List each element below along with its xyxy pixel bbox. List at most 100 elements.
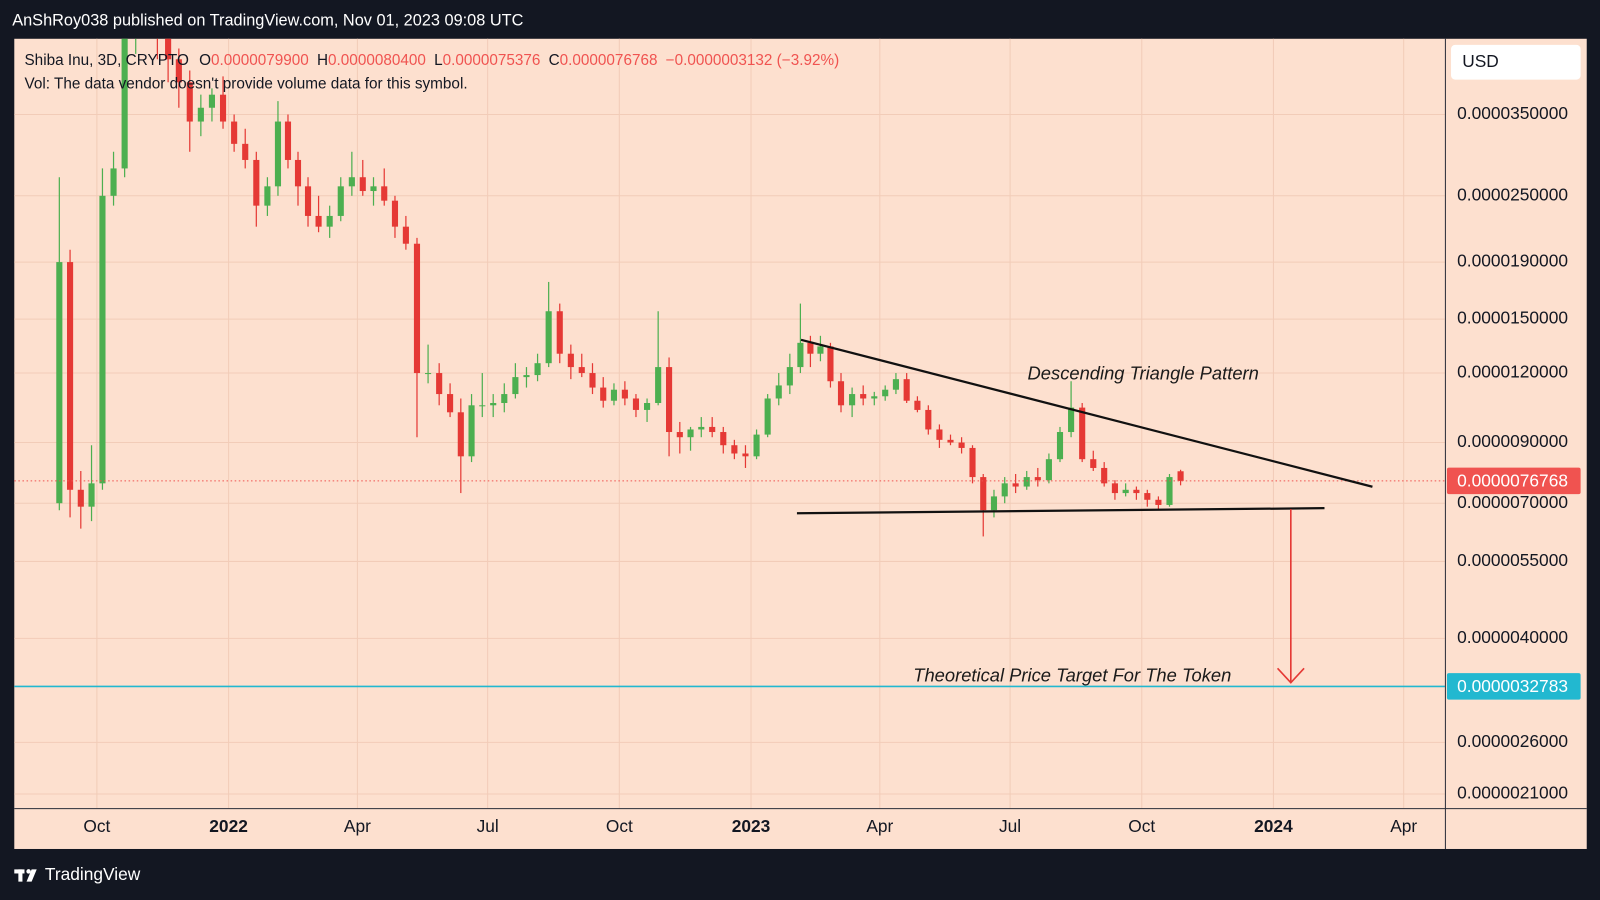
x-tick-label: 2022 <box>209 816 248 836</box>
ohlc-name: C <box>549 52 560 69</box>
candle-body <box>837 381 845 406</box>
candle-body <box>315 215 322 227</box>
axes: 0.0000350000 0.0000250000 0.0000190000 0.00… <box>83 103 1581 836</box>
y-tick-label: 0.0000250000 <box>1457 184 1568 204</box>
candle-body <box>219 94 227 122</box>
candle-body <box>753 434 760 457</box>
candle-body <box>1023 477 1030 487</box>
candle-body <box>903 379 910 401</box>
candle-body <box>381 186 388 201</box>
x-tick-label: Jul <box>477 816 499 836</box>
candle-body <box>578 367 585 374</box>
candle-body <box>687 429 694 438</box>
candle-body <box>1111 483 1118 494</box>
candle-body <box>391 200 399 227</box>
symbol: Shiba Inu, 3D, CRYPTO <box>24 52 188 69</box>
grid <box>14 38 1445 809</box>
candle-body <box>304 186 312 216</box>
ohlc-change: −0.0000003132 (−3.92%) <box>666 52 840 69</box>
candle-body <box>294 159 302 187</box>
currency[interactable]: USD <box>1462 51 1499 71</box>
candle-body <box>490 403 497 406</box>
y-tick-label: 0.0000021000 <box>1457 783 1568 803</box>
candle-body <box>1034 477 1041 481</box>
last-price-badge <box>1446 467 1581 495</box>
ohlc-value: 0.0000079900 <box>211 52 309 69</box>
candle-body <box>980 477 987 511</box>
candle-body <box>860 394 867 399</box>
candle-body <box>775 385 782 399</box>
x-tick-label: Jul <box>999 816 1021 836</box>
candle-body <box>1144 493 1151 500</box>
y-tick-label: 0.0000120000 <box>1457 362 1568 382</box>
candle-body <box>797 342 804 368</box>
candle-body <box>56 262 63 504</box>
candle-body <box>742 453 749 457</box>
candle-body <box>457 412 464 457</box>
publish-header: AnShRoy038 published on TradingView.com,… <box>12 12 523 30</box>
x-tick-label: Oct <box>606 816 633 836</box>
candle-body <box>1133 489 1140 494</box>
target-arrow-head <box>1276 667 1305 684</box>
candle-body <box>936 429 943 440</box>
candle-body <box>925 409 932 430</box>
currency-button[interactable] <box>1451 44 1581 80</box>
candle-body <box>807 342 814 354</box>
candle-body <box>644 403 651 410</box>
candle-body <box>600 387 607 401</box>
candle-body <box>413 243 421 374</box>
y-tick-label: 0.0000090000 <box>1457 431 1568 451</box>
candle-body <box>914 400 921 410</box>
last-price-label: 0.0000076768 <box>1457 471 1568 491</box>
y-tick-label: 0.0000026000 <box>1457 731 1568 751</box>
candle-body <box>1155 499 1162 505</box>
candle-body <box>1079 407 1086 460</box>
ohlc-value: 0.0000080400 <box>328 52 426 69</box>
candle-body <box>709 426 716 433</box>
candle-body <box>1122 489 1129 494</box>
ohlc-value: 0.0000075376 <box>443 52 541 69</box>
ohlc-value: 0.0000076768 <box>560 52 658 69</box>
ohlc-name: O <box>199 52 211 69</box>
candle-body <box>632 398 640 410</box>
candle-body <box>110 168 117 196</box>
candle-body <box>370 186 377 192</box>
candle-body <box>359 177 366 192</box>
price-lines <box>14 480 1445 688</box>
candle-body <box>892 379 899 390</box>
y-tick-label: 0.0000190000 <box>1457 251 1568 271</box>
candle-body <box>242 143 249 160</box>
x-tick-label: Oct <box>83 816 110 836</box>
candle-body <box>1090 459 1097 468</box>
candle-body <box>197 107 204 122</box>
target-price-label: 0.0000032783 <box>1457 676 1568 696</box>
y-tick-label: 0.0000150000 <box>1457 308 1568 328</box>
support-line <box>796 507 1325 515</box>
target-label: Theoretical Price Target For The Token <box>913 664 1231 685</box>
candle-body <box>720 432 727 446</box>
candle-body <box>1012 483 1019 487</box>
candle-body <box>348 177 355 187</box>
candle-body <box>523 375 530 378</box>
y-tick-label: 0.0000070000 <box>1457 492 1568 512</box>
candle-body <box>969 447 976 478</box>
candle-body <box>534 363 541 376</box>
candle-body <box>1068 407 1075 433</box>
candle-body <box>1045 459 1052 481</box>
candle-body <box>871 396 878 399</box>
y-tick-label: 0.0000350000 <box>1457 103 1568 123</box>
candle-body <box>786 367 793 386</box>
candle-body <box>468 405 475 457</box>
candle-body <box>676 432 683 438</box>
candle-body <box>326 215 333 227</box>
candle-body <box>436 373 443 395</box>
candle-body <box>402 226 409 244</box>
candle-body <box>99 195 106 484</box>
candle-body <box>479 405 486 407</box>
candle-body <box>264 186 271 206</box>
candle-body <box>253 159 260 206</box>
candle-body <box>175 59 182 83</box>
candle-body <box>88 483 95 507</box>
candle-body <box>1001 483 1008 497</box>
